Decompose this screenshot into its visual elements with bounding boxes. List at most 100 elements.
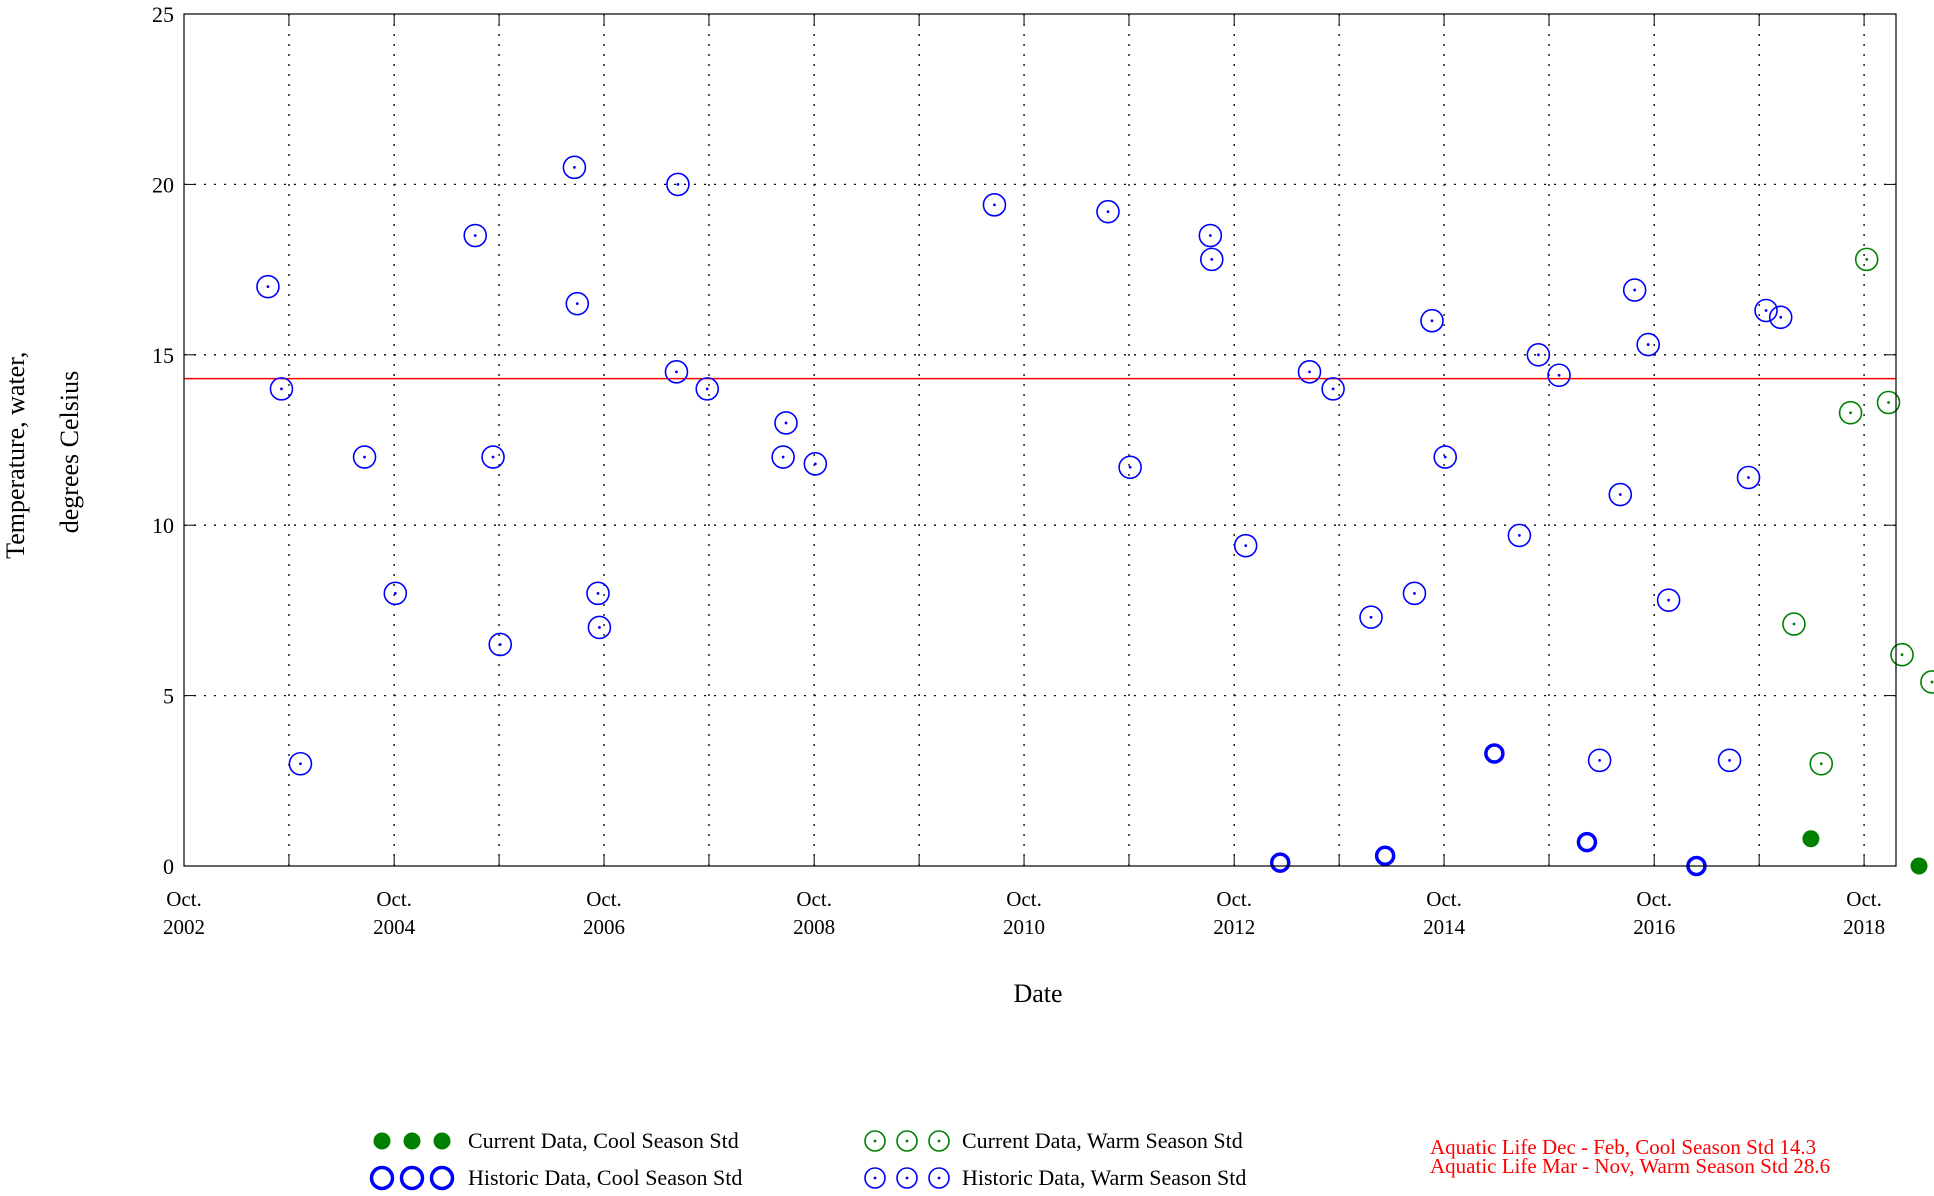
data-points: [256, 155, 1934, 877]
data-point-dot: [1646, 343, 1650, 346]
data-point-dot: [781, 455, 785, 459]
data-point-historic-warm: [1233, 533, 1258, 558]
data-point-historic-warm: [562, 155, 587, 180]
data-point-dot: [705, 387, 709, 391]
data-point-dot: [1900, 653, 1904, 657]
data-point-ring: [256, 274, 280, 299]
data-point-dot: [573, 165, 576, 169]
data-point-current-cool: [1910, 857, 1928, 875]
data-point-historic-warm: [1526, 342, 1551, 367]
data-point-ring: [1096, 199, 1120, 224]
y-axis-label-line-1: Temperature, water,: [1, 352, 30, 559]
legend: Current Data, Cool Season Std Historic D…: [368, 1122, 742, 1196]
data-point-ring: [1768, 305, 1793, 330]
data-point-dot: [1331, 387, 1335, 391]
data-point-historic-warm: [1507, 523, 1532, 548]
standards-note-warm: Aquatic Life Mar - Nov, Warm Season Std …: [1430, 1154, 1831, 1178]
x-tick-label-month: Oct.: [586, 887, 622, 911]
data-point-historic-warm: [586, 581, 610, 606]
data-point-ring: [488, 632, 513, 657]
data-point-dot: [1413, 591, 1416, 595]
x-tick-label-year: 2002: [163, 915, 205, 939]
legend-warm: Current Data, Warm Season Std Historic D…: [862, 1122, 1246, 1196]
data-point-current-warm: [1876, 390, 1901, 415]
x-tick-label-month: Oct.: [1006, 887, 1042, 911]
axes: 0 5 10 15 20 25 Oct. 2002 Oct. 2004 Oct. 2006 Oct. 20…: [152, 2, 1897, 939]
data-point-ring: [1198, 223, 1223, 248]
data-point-current-warm: [1854, 247, 1879, 272]
data-point-current-warm: [1890, 642, 1914, 667]
data-point-ring: [288, 751, 313, 776]
data-point-dot: [1930, 680, 1934, 684]
data-point-dot: [1430, 319, 1434, 323]
x-tick-label-month: Oct.: [796, 887, 832, 911]
data-point-ring: [1547, 363, 1571, 388]
data-point-historic-warm: [1321, 377, 1345, 401]
data-point-ring: [352, 445, 377, 469]
y-tick-label: 10: [152, 513, 174, 538]
data-point-ring: [1838, 400, 1863, 425]
data-point-ring: [269, 377, 294, 401]
data-point-historic-warm: [587, 615, 612, 640]
data-point-ring: [383, 581, 408, 606]
data-point-ring: [982, 193, 1007, 217]
data-point-historic-warm: [1717, 748, 1742, 773]
data-point-dot: [1208, 234, 1212, 237]
data-point-historic-warm: [1736, 465, 1761, 490]
data-point-dot: [1764, 309, 1768, 312]
data-point-ring: [695, 377, 720, 401]
data-point-ring: [565, 291, 590, 316]
data-point-dot: [676, 183, 680, 186]
dotted-open-circle-marker-icon: [864, 1166, 950, 1189]
legend-label: Current Data, Cool Season Std: [468, 1127, 739, 1153]
data-point-dot: [1210, 257, 1214, 261]
data-point-current-warm: [1782, 612, 1806, 636]
data-point-ring: [1420, 308, 1444, 333]
data-point-dot: [473, 234, 477, 237]
data-point-historic-warm: [1768, 305, 1793, 330]
data-point-dot: [1792, 622, 1796, 626]
data-point-historic-warm: [1754, 298, 1778, 323]
data-point-ring: [463, 223, 488, 248]
data-point-ring: [1622, 278, 1647, 302]
data-point-historic-cool: [1269, 852, 1291, 873]
data-point-historic-warm: [463, 223, 488, 248]
y-axis-label: Temperature, water, degrees Celsius: [1, 345, 84, 559]
data-point-ring: [1754, 298, 1778, 323]
data-point-dot: [1747, 476, 1750, 479]
data-point-dot: [1308, 370, 1311, 374]
x-tick-label-month: Oct.: [1216, 887, 1252, 911]
data-point-dot: [675, 370, 678, 374]
data-point-dot: [598, 626, 601, 629]
data-point-historic-warm: [1297, 360, 1322, 384]
data-point-dot: [1106, 210, 1110, 214]
data-point-dot: [1517, 534, 1521, 537]
x-tick-label-month: Oct.: [1636, 887, 1672, 911]
data-point-ring: [666, 172, 690, 197]
data-point-historic-warm: [488, 632, 513, 657]
grid-lines: [184, 14, 1896, 866]
data-point-ring: [1876, 390, 1901, 415]
legend-label: Historic Data, Warm Season Std: [962, 1164, 1247, 1190]
data-point-dot: [1819, 762, 1823, 766]
data-point-dot: [1369, 615, 1373, 619]
data-point-dot: [1887, 401, 1890, 404]
data-point-ring: [1854, 247, 1879, 272]
data-point-current-warm: [1920, 670, 1934, 694]
data-point-ring: [1233, 533, 1258, 558]
data-point-dot: [1779, 315, 1783, 319]
data-point-dot: [299, 762, 302, 766]
data-point-ring: [1656, 588, 1681, 612]
data-point-historic-warm: [1656, 588, 1681, 612]
plot-frame: [183, 13, 1897, 867]
x-tick-label-year: 2018: [1843, 915, 1885, 939]
data-point-dot: [993, 203, 996, 207]
data-point-dot: [266, 285, 270, 289]
x-tick-label-month: Oct.: [376, 887, 412, 911]
x-axis-label: Date: [1013, 979, 1062, 1008]
data-point-dot: [784, 421, 788, 425]
legend-label: Historic Data, Cool Season Std: [468, 1164, 743, 1190]
legend-item-current-cool: Current Data, Cool Season Std: [368, 1122, 742, 1159]
legend-item-current-warm: Current Data, Warm Season Std: [862, 1122, 1246, 1159]
data-point-historic-cool: [1484, 743, 1505, 764]
